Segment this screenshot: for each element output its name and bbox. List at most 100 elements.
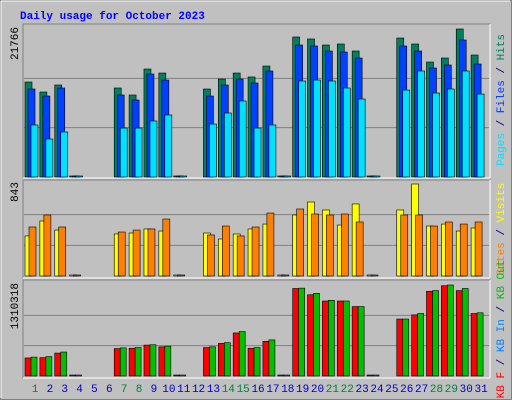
- x-tick-label: 11: [177, 384, 191, 396]
- bar: [164, 114, 173, 178]
- bar: [251, 226, 260, 277]
- bar: [417, 313, 424, 377]
- bar: [400, 214, 409, 277]
- x-tick-label: 14: [222, 384, 236, 396]
- bar: [476, 312, 484, 377]
- bar: [253, 127, 262, 178]
- legend-entry: Hits: [496, 34, 508, 60]
- bar: [292, 288, 299, 377]
- bar: [162, 218, 171, 277]
- bar: [322, 300, 329, 377]
- x-tick-label: 27: [415, 384, 428, 396]
- legend-separator: /: [496, 299, 508, 319]
- bar: [298, 287, 305, 377]
- bar: [43, 214, 52, 277]
- x-tick-label: 1: [32, 384, 39, 396]
- x-tick-label: 24: [370, 384, 384, 396]
- bar: [266, 212, 275, 277]
- bar: [24, 357, 32, 377]
- bar: [177, 274, 185, 277]
- bar: [336, 300, 344, 377]
- bar: [236, 235, 245, 277]
- y-tick-label: 1310318: [10, 283, 22, 329]
- bar: [461, 288, 469, 377]
- bar: [149, 120, 158, 178]
- bar: [307, 294, 314, 377]
- x-tick-label: 4: [76, 384, 83, 396]
- bar: [417, 70, 425, 178]
- bar: [342, 300, 350, 377]
- x-tick-label: 19: [296, 384, 309, 396]
- bar: [75, 374, 82, 377]
- bar: [455, 290, 463, 377]
- legend-entry: Sites: [496, 242, 508, 275]
- bar: [432, 92, 440, 178]
- bar: [69, 374, 76, 377]
- bar: [411, 314, 418, 377]
- bar: [313, 79, 321, 178]
- bar: [158, 346, 166, 377]
- bar: [218, 343, 225, 377]
- bar: [143, 344, 151, 377]
- bar: [355, 221, 364, 277]
- bar: [459, 223, 468, 277]
- legend-entry: KB F: [496, 372, 508, 398]
- y-tick-label: 21766: [10, 27, 22, 60]
- bar: [128, 347, 136, 377]
- legend-entry: KB In: [496, 319, 508, 352]
- bar: [268, 339, 276, 377]
- x-tick-label: 13: [207, 384, 220, 396]
- bar: [119, 347, 127, 377]
- x-tick-label: 16: [251, 384, 264, 396]
- x-tick-label: 7: [121, 384, 128, 396]
- bar: [209, 346, 216, 377]
- bar: [441, 285, 448, 377]
- x-tick-label: 22: [341, 384, 354, 396]
- legend-separator: /: [496, 60, 508, 80]
- bar: [470, 313, 478, 377]
- bar: [224, 112, 232, 178]
- bar: [117, 231, 126, 277]
- bar: [232, 332, 240, 377]
- bar: [396, 318, 404, 377]
- x-tick-label: 17: [266, 384, 279, 396]
- bar: [432, 290, 439, 377]
- x-tick-label: 12: [192, 384, 205, 396]
- x-tick-label: 20: [311, 384, 324, 396]
- bar: [281, 274, 290, 277]
- x-tick-label: 18: [281, 384, 294, 396]
- legend-entry: Pages: [496, 133, 508, 166]
- legend-separator: /: [496, 222, 508, 242]
- x-tick-label: 25: [385, 384, 398, 396]
- bar: [402, 89, 411, 178]
- legend-separator: /: [496, 113, 508, 133]
- bar: [45, 138, 54, 178]
- x-tick-label: 28: [430, 384, 443, 396]
- bar: [474, 221, 483, 277]
- bar: [164, 345, 172, 377]
- bar: [58, 226, 67, 277]
- x-tick-label: 26: [400, 384, 413, 396]
- bar: [372, 175, 381, 178]
- bar: [75, 175, 83, 178]
- bar: [313, 293, 320, 377]
- bar: [298, 80, 306, 178]
- x-tick-label: 15: [237, 384, 250, 396]
- x-tick-label: 31: [474, 384, 488, 396]
- bar: [54, 352, 62, 377]
- bar: [132, 229, 141, 277]
- bar: [447, 88, 455, 178]
- bar: [283, 175, 292, 178]
- bar: [28, 226, 37, 277]
- x-tick-label: 21: [326, 384, 340, 396]
- x-tick-label: 3: [61, 384, 68, 396]
- bar: [253, 347, 261, 377]
- legend: KB F / KB In / KB Out: [496, 260, 508, 399]
- bar: [370, 274, 379, 277]
- bar: [357, 306, 365, 377]
- bar: [430, 225, 438, 277]
- bar: [60, 351, 68, 377]
- bar: [113, 348, 121, 377]
- legend: Sites / Visits: [496, 183, 508, 275]
